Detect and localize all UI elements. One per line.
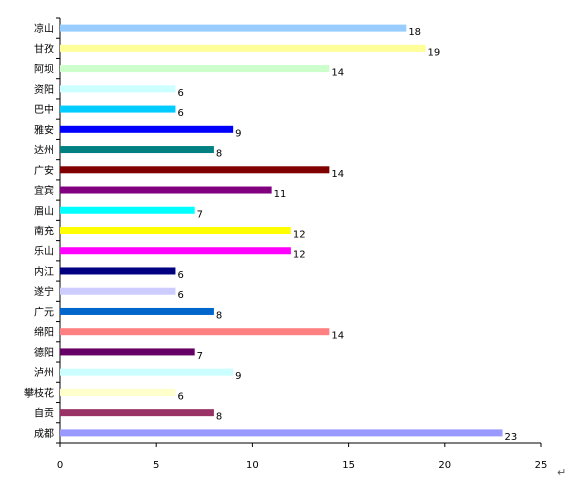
bar xyxy=(60,206,195,214)
data-label: 6 xyxy=(177,290,183,301)
bar xyxy=(60,125,234,133)
category-label: 凉山 xyxy=(34,22,54,35)
bar xyxy=(60,85,176,93)
category-label: 雅安 xyxy=(34,123,54,136)
x-tick-label: 15 xyxy=(342,460,355,471)
bar xyxy=(60,247,291,255)
data-label: 6 xyxy=(177,270,183,281)
data-label: 6 xyxy=(177,108,183,119)
bar xyxy=(60,186,272,194)
data-label: 6 xyxy=(177,88,183,99)
x-tick-label: 25 xyxy=(535,460,548,471)
bar xyxy=(60,429,503,437)
bar xyxy=(60,24,407,32)
category-label: 南充 xyxy=(34,225,54,238)
bar xyxy=(60,287,176,295)
category-label: 阿坝 xyxy=(34,64,54,76)
x-tick-label: 10 xyxy=(246,460,259,471)
data-label: 7 xyxy=(197,209,203,220)
data-label: 12 xyxy=(293,230,306,241)
data-label: 18 xyxy=(408,27,421,38)
data-label: 6 xyxy=(177,391,183,402)
category-label: 内江 xyxy=(34,265,54,278)
category-label: 遂宁 xyxy=(34,285,54,298)
data-label: 19 xyxy=(428,47,441,58)
bar xyxy=(60,307,214,315)
data-label: 14 xyxy=(331,169,344,180)
data-label: 14 xyxy=(331,68,344,79)
data-label: 8 xyxy=(216,149,222,160)
x-axis-ticks: 0 5 10 15 20 25 xyxy=(56,17,548,471)
bar xyxy=(60,388,176,396)
bar xyxy=(60,65,330,73)
bar xyxy=(60,328,330,336)
category-label: 广元 xyxy=(34,306,54,318)
bar xyxy=(60,44,426,52)
x-tick-label: 5 xyxy=(153,460,159,471)
data-label: 8 xyxy=(216,310,222,321)
data-label: 9 xyxy=(235,128,241,139)
data-label: 11 xyxy=(274,189,287,200)
category-label: 达州 xyxy=(34,145,54,157)
category-labels: 凉山甘孜阿坝资阳巴中雅安达州广安宜宾眉山南充乐山内江遂宁广元绵阳德阳泸州攀枝花自… xyxy=(24,22,54,440)
category-label: 乐山 xyxy=(34,246,54,258)
category-label: 泸州 xyxy=(34,367,54,379)
category-label: 眉山 xyxy=(34,205,54,217)
category-label: 甘孜 xyxy=(34,42,54,55)
data-label: 23 xyxy=(505,432,518,443)
category-label: 宜宾 xyxy=(34,184,54,197)
bar xyxy=(60,146,214,154)
category-label: 广安 xyxy=(34,164,54,177)
data-label: 7 xyxy=(197,351,203,362)
category-label: 德阳 xyxy=(34,346,54,359)
data-label: 9 xyxy=(235,371,241,382)
bar xyxy=(60,105,176,113)
category-label: 绵阳 xyxy=(34,326,54,339)
data-label: 14 xyxy=(331,331,344,342)
category-label: 成都 xyxy=(34,428,54,440)
category-label: 巴中 xyxy=(34,103,54,116)
bar xyxy=(60,348,195,356)
data-label: 8 xyxy=(216,412,222,423)
category-label: 自贡 xyxy=(34,407,54,420)
x-tick-label: 0 xyxy=(57,460,63,471)
category-label: 攀枝花 xyxy=(24,386,54,399)
bar xyxy=(60,227,291,234)
bar xyxy=(60,409,214,417)
bars-group xyxy=(60,24,503,437)
bar xyxy=(60,166,330,174)
data-labels: 18 19 14 6 6 9 8 14 11 7 12 12 6 6 8 14 7 9 6 8 23 xyxy=(177,27,517,443)
data-label: 12 xyxy=(293,250,306,261)
category-label: 资阳 xyxy=(34,84,54,96)
x-tick-label: 20 xyxy=(438,460,451,471)
bar xyxy=(60,368,234,376)
paragraph-mark-icon: ↵ xyxy=(557,466,567,479)
bar xyxy=(60,267,176,275)
